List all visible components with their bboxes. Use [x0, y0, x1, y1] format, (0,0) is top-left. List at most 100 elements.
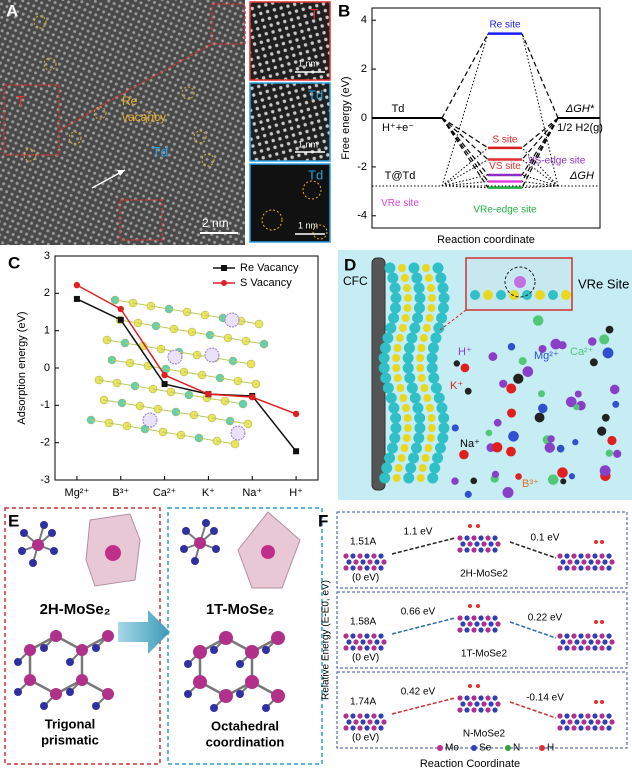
- atom: [557, 553, 563, 559]
- atom: [371, 645, 377, 651]
- atom: [592, 633, 598, 639]
- atom: [389, 282, 401, 294]
- h-atom: [476, 604, 480, 608]
- marker: [117, 305, 124, 313]
- atom: [606, 565, 612, 571]
- atom: [403, 424, 412, 432]
- marker: [205, 390, 212, 398]
- atom: [409, 322, 421, 334]
- caption: Trigonal: [45, 716, 96, 731]
- se-atom: [212, 545, 220, 553]
- atom: [457, 627, 463, 633]
- atom: [424, 274, 433, 282]
- atom: [560, 719, 566, 725]
- atom: [381, 462, 393, 474]
- atom: [606, 713, 612, 719]
- atom: [574, 639, 580, 645]
- x-tick-label: K⁺: [202, 487, 215, 499]
- ion: [518, 357, 527, 366]
- atom: [381, 639, 387, 645]
- ion: [607, 435, 617, 446]
- ion: [508, 430, 519, 442]
- level-label: H⁺+e⁻: [382, 122, 414, 134]
- ion: [507, 342, 516, 351]
- atom: [430, 382, 442, 394]
- atom: [343, 553, 349, 559]
- ion: [557, 467, 568, 478]
- atom: [574, 719, 580, 725]
- inset-label: Td: [308, 167, 323, 182]
- connector: [521, 181, 559, 187]
- atom: [438, 292, 450, 304]
- atom: [561, 290, 571, 300]
- ion-label: H⁺: [458, 346, 472, 358]
- panel-label: C: [8, 253, 20, 272]
- atom: [353, 719, 359, 725]
- atom: [350, 553, 356, 559]
- bond-length: 1.74A: [350, 697, 376, 708]
- atom: [364, 553, 370, 559]
- atom: [557, 713, 563, 719]
- atom: [485, 615, 491, 621]
- atom: [435, 272, 447, 284]
- atom: [592, 553, 598, 559]
- atom: [403, 304, 412, 312]
- phase-name: 1T-MoSe2: [461, 649, 508, 660]
- atom: [390, 412, 402, 424]
- h-atom: [594, 540, 598, 544]
- atom: [417, 374, 426, 382]
- atom: [254, 319, 264, 329]
- atom: [481, 541, 487, 547]
- atom: [425, 404, 434, 412]
- energy-label: 0.1 eV: [531, 533, 560, 544]
- phase-name: N-MoSe2: [463, 729, 506, 740]
- atom: [371, 633, 377, 639]
- atom: [609, 559, 615, 565]
- atom: [388, 402, 400, 414]
- atom: [378, 352, 390, 364]
- atom: [599, 725, 605, 731]
- ion-label: Na⁺: [460, 438, 480, 450]
- atom: [428, 372, 440, 384]
- atom: [492, 695, 498, 701]
- mo-atom: [193, 645, 207, 659]
- atom: [343, 645, 349, 651]
- se-atom: [184, 660, 192, 668]
- atom: [403, 342, 415, 354]
- annotation: VRe Site: [578, 276, 629, 291]
- atom: [564, 633, 570, 639]
- atom: [357, 553, 363, 559]
- connector: [521, 33, 559, 187]
- panel-label: A: [6, 1, 18, 20]
- atom: [343, 725, 349, 731]
- connector: [441, 117, 489, 149]
- atom: [427, 472, 439, 484]
- mo-atom: [102, 688, 114, 700]
- step-arrow: [509, 621, 557, 639]
- x-axis-label: Reaction Coordinate: [420, 758, 520, 770]
- atom: [460, 621, 466, 627]
- se-atom: [236, 660, 244, 668]
- step-arrow: [509, 701, 557, 719]
- ion: [538, 403, 548, 414]
- atom: [478, 627, 484, 633]
- row-frame: [336, 671, 628, 749]
- panel-label: F: [318, 511, 328, 530]
- atom: [424, 444, 433, 452]
- atom: [357, 645, 363, 651]
- atom: [438, 422, 450, 434]
- atom: [413, 282, 425, 294]
- atom: [385, 392, 397, 404]
- atom: [571, 713, 577, 719]
- atom: [571, 553, 577, 559]
- atom: [350, 725, 356, 731]
- site-label: S site: [492, 134, 517, 145]
- inset-image: [249, 163, 331, 243]
- legend-label: Se: [479, 743, 492, 754]
- panel-label: E: [8, 511, 19, 530]
- atom: [402, 352, 414, 364]
- ion: [493, 418, 502, 427]
- phase-label: T: [16, 93, 25, 110]
- atom: [390, 422, 402, 434]
- ion: [568, 473, 576, 480]
